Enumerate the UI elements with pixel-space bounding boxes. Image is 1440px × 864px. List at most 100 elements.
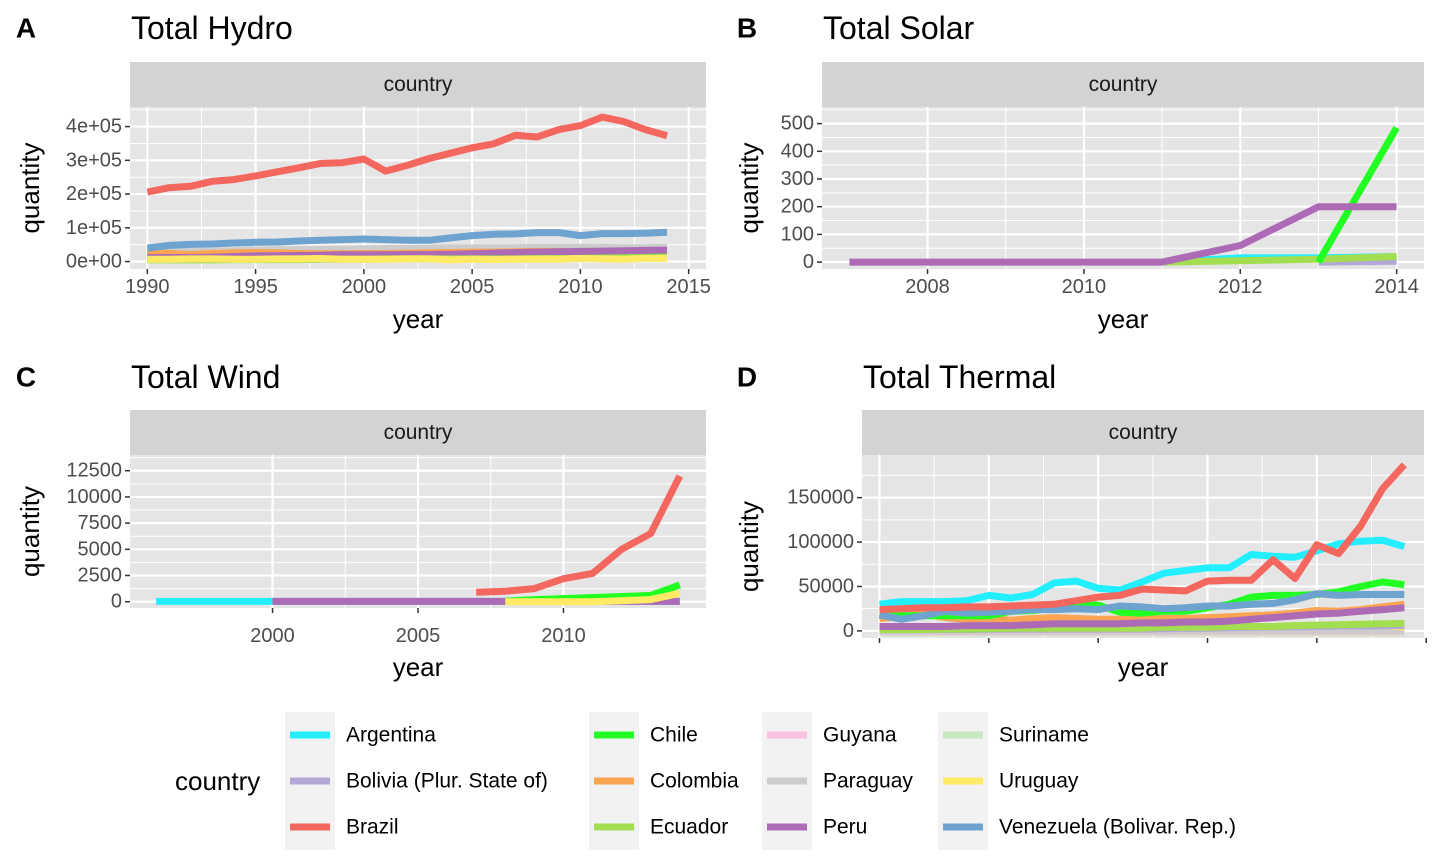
x-axis-title: year (393, 304, 444, 334)
x-tick-label: 2010 (541, 625, 586, 647)
legend-label: Chile (650, 724, 698, 747)
y-tick-label: 300 (781, 168, 814, 190)
series-line-venezuela-bolivar-rep (146, 228, 668, 252)
y-tick-label: 200 (781, 196, 814, 218)
legend-label: Suriname (999, 724, 1089, 747)
y-tick-label: 100 (781, 223, 814, 245)
y-tick-label: 0e+00 (66, 251, 122, 273)
legend-item-argentina: Argentina (285, 712, 436, 758)
panel-tag: C (16, 362, 36, 393)
x-axis-title: year (393, 652, 444, 682)
x-axis-title: year (1118, 652, 1169, 682)
series-line-ecuador (1162, 253, 1397, 266)
legend-item-ecuador: Ecuador (589, 804, 728, 850)
x-tick-label: 2000 (250, 625, 295, 647)
axes: 0 50000 100000 150000 (787, 487, 1427, 643)
legend-label: Guyana (823, 724, 897, 747)
legend-item-uruguay: Uruguay (938, 758, 1079, 804)
y-axis-title: quantity (734, 142, 764, 233)
series-line-uruguay (147, 255, 667, 264)
series-line-brazil (476, 474, 683, 596)
panel-tag: A (16, 13, 36, 44)
y-axis-title: quantity (15, 142, 45, 233)
legend-item-chile: Chile (589, 712, 698, 758)
legend-title: country (175, 766, 260, 796)
axes: 0 100 200 300 400 500 2008 2010 2012 2014 (781, 113, 1419, 298)
panel-title: Total Solar (823, 10, 975, 46)
panel-tag: D (737, 362, 757, 393)
x-tick-label: 2010 (1062, 276, 1107, 298)
y-tick-label: 3e+05 (66, 149, 122, 171)
legend-label: Colombia (650, 770, 739, 793)
y-tick-label: 4e+05 (66, 116, 122, 138)
series-line-chile (1315, 126, 1400, 264)
x-tick-label: 2015 (666, 276, 711, 298)
y-tick-label: 2500 (78, 565, 123, 587)
series-line-venezuela-bolivar-rep (878, 590, 1405, 623)
legend-label: Paraguay (823, 770, 913, 793)
series-line-uruguay (505, 589, 681, 606)
panel-tag: B (737, 13, 757, 44)
axes: 0 2500 5000 7500 10000 12500 2000 2005 2010 (66, 460, 585, 647)
legend-item-brazil: Brazil (285, 804, 399, 850)
series-line-brazil (146, 113, 668, 196)
series-lines (849, 126, 1400, 266)
x-tick-label: 2010 (558, 276, 603, 298)
x-tick-label: 2012 (1218, 276, 1263, 298)
legend-item-venezuela-bolivar-rep: Venezuela (Bolivar. Rep.) (938, 804, 1236, 850)
legend-label: Uruguay (999, 770, 1079, 793)
x-tick-label: 2000 (342, 276, 387, 298)
y-tick-label: 1e+05 (66, 217, 122, 239)
x-axis-title: year (1098, 304, 1149, 334)
axes: 0e+00 1e+05 2e+05 3e+05 4e+05 1990 1995 2000 200… (66, 116, 711, 298)
y-tick-label: 7500 (78, 512, 123, 534)
x-tick-label: 1995 (233, 276, 278, 298)
x-tick-label: 1990 (125, 276, 170, 298)
legend-item-peru: Peru (762, 804, 867, 850)
legend-item-guyana: Guyana (762, 712, 897, 758)
facet-strip (130, 410, 706, 455)
facet-strip-label: country (384, 421, 453, 444)
y-tick-label: 5000 (78, 538, 123, 560)
y-tick-label: 400 (781, 140, 814, 162)
legend-label: Bolivia (Plur. State of) (346, 770, 548, 793)
series-lines (878, 462, 1407, 637)
x-tick-label: 2014 (1374, 276, 1419, 298)
panel-title: Total Wind (131, 359, 280, 395)
y-axis-title: quantity (734, 501, 764, 592)
legend-item-suriname: Suriname (938, 712, 1089, 758)
panel-b: B Total Solar country 0 100 200 300 400 500 2008 2… (734, 10, 1424, 334)
gridlines (130, 455, 706, 608)
panel-title: Total Hydro (131, 10, 293, 46)
legend-label: Venezuela (Bolivar. Rep.) (999, 816, 1236, 839)
facet-strip-label: country (1089, 73, 1158, 96)
facet-strip-label: country (1109, 421, 1178, 444)
facet-strip (822, 62, 1424, 107)
y-tick-label: 2e+05 (66, 183, 122, 205)
y-tick-label: 0 (843, 620, 854, 642)
series-line-peru (849, 203, 1397, 266)
panel-c: C Total Wind country 0 2500 5000 7500 10000 1250… (15, 359, 706, 682)
y-tick-label: 12500 (66, 460, 122, 482)
legend-label: Brazil (346, 816, 399, 839)
series-line-peru (879, 604, 1405, 630)
panel-d: D Total Thermal country 0 50000 100000 150000 y… (734, 359, 1427, 682)
panel-title: Total Thermal (863, 359, 1056, 395)
legend: country Argentina Bolivia (Plur. State of)… (175, 712, 1236, 850)
y-tick-label: 0 (803, 251, 814, 273)
facet-strip (130, 62, 706, 107)
legend-item-bolivia-plur-state-of: Bolivia (Plur. State of) (285, 758, 548, 804)
facet-strip (862, 410, 1424, 455)
legend-label: Ecuador (650, 816, 728, 839)
plot-background (822, 107, 1424, 269)
y-tick-label: 500 (781, 113, 814, 135)
y-tick-label: 150000 (787, 487, 854, 509)
legend-label: Peru (823, 816, 867, 839)
x-tick-label: 2005 (450, 276, 495, 298)
facet-strip-label: country (384, 73, 453, 96)
x-tick-label: 2008 (905, 276, 950, 298)
series-lines (156, 474, 683, 606)
legend-item-paraguay: Paraguay (762, 758, 913, 804)
legend-item-colombia: Colombia (589, 758, 739, 804)
